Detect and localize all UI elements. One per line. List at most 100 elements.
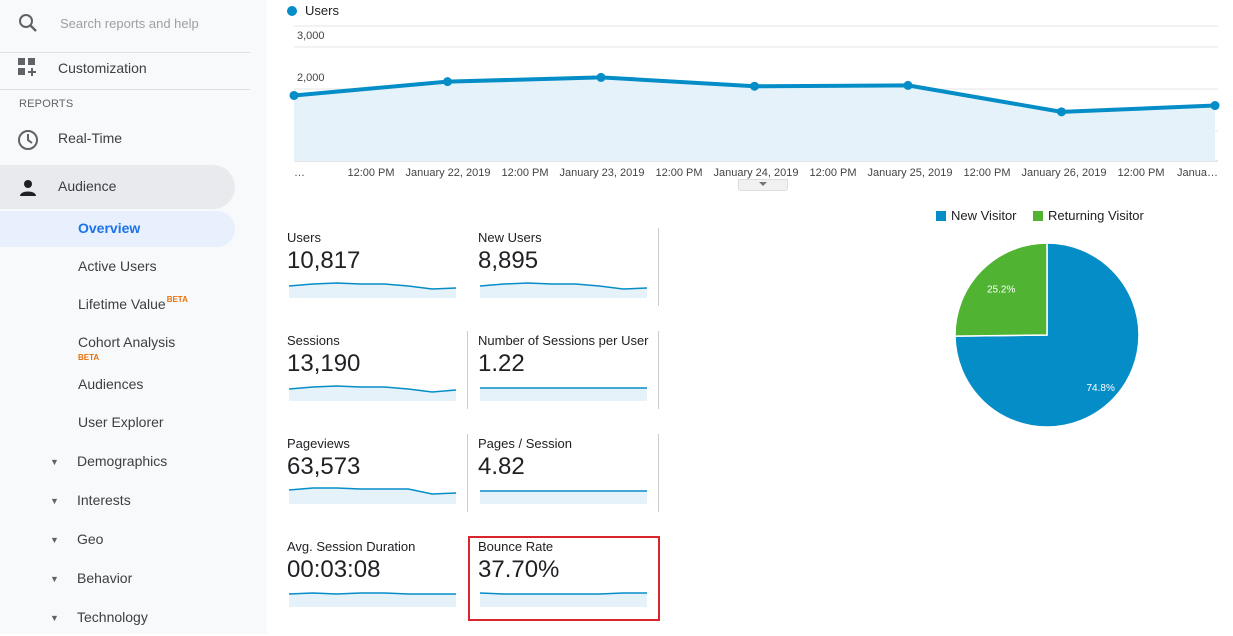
sparkline-line [289, 592, 456, 595]
pie-slice-returning-visitor[interactable] [954, 242, 1048, 337]
y-tick-label: 2,000 [297, 72, 325, 84]
users-legend-label: Users [305, 3, 339, 18]
sidebar-item-user-explorer[interactable]: User Explorer [0, 405, 235, 441]
customization-label: Customization [58, 60, 147, 76]
audiences-label: Audiences [78, 376, 144, 392]
sparkline [289, 282, 457, 298]
users-data-point[interactable] [1057, 107, 1066, 117]
sparkline-area [480, 593, 647, 607]
users-data-point[interactable] [1210, 101, 1220, 111]
metric-tile[interactable]: New Users 8,895 [478, 230, 658, 312]
lifetime-value-label: Lifetime Value [78, 296, 166, 312]
metric-value: 63,573 [287, 453, 361, 480]
sidebar-item-interests[interactable]: ▼ Interests [0, 483, 235, 519]
metric-name: Pages / Session [478, 436, 572, 451]
metric-name: Users [287, 230, 321, 245]
active-users-label: Active Users [78, 258, 157, 274]
search-box[interactable]: Search reports and help [0, 0, 250, 53]
users-legend-dot [287, 6, 297, 16]
users-data-point[interactable] [903, 80, 913, 90]
metric-value: 8,895 [478, 247, 539, 274]
metric-tile[interactable]: Sessions 13,190 [287, 333, 467, 415]
sparkline [289, 487, 457, 504]
y-tick-label: 3,000 [297, 30, 325, 42]
chevron-down-icon [759, 182, 767, 186]
users-data-point[interactable] [750, 81, 759, 91]
metric-name: New Users [478, 230, 542, 245]
expand-triangle-icon: ▼ [50, 496, 59, 506]
sidebar-item-audiences[interactable]: Audiences [0, 367, 235, 403]
pie-slice-label: 25.2% [987, 285, 1015, 296]
metric-value: 37.70% [478, 556, 560, 583]
metric-name: Bounce Rate [478, 539, 554, 554]
chart-legend: Users [287, 3, 339, 18]
metric-tile[interactable]: Pageviews 63,573 [287, 436, 467, 518]
users-data-point[interactable] [596, 72, 606, 82]
realtime-label: Real-Time [58, 130, 123, 146]
returning-visitor-swatch [1033, 211, 1043, 221]
sparkline-area [289, 386, 456, 401]
new-visitor-label: New Visitor [951, 208, 1017, 223]
divider [467, 331, 468, 409]
sidebar-item-geo[interactable]: ▼ Geo [0, 522, 235, 558]
beta-badge: BETA [78, 353, 100, 362]
pie-legend-new: New Visitor [936, 208, 1017, 223]
collapse-chart-button[interactable] [738, 179, 788, 191]
metric-tile[interactable]: Avg. Session Duration 00:03:08 [287, 539, 467, 621]
reports-header: REPORTS [19, 98, 74, 110]
sidebar-item-demographics[interactable]: ▼ Demographics [0, 444, 235, 480]
technology-label: Technology [77, 609, 148, 625]
metric-name: Number of Sessions per User [478, 333, 649, 348]
metric-tile[interactable]: Bounce Rate 37.70% [478, 539, 658, 621]
sparkline [289, 385, 457, 401]
pie-legend-returning: Returning Visitor [1033, 208, 1144, 223]
expand-triangle-icon: ▼ [50, 535, 59, 545]
sparkline-line [480, 592, 647, 595]
users-data-point[interactable] [289, 90, 299, 100]
sidebar-item-active-users[interactable]: Active Users [0, 249, 235, 285]
sidebar-item-technology[interactable]: ▼ Technology [0, 600, 235, 636]
sparkline-line [289, 385, 457, 393]
sidebar-item-cohort-analysis[interactable]: Cohort Analysis BETA [0, 325, 235, 365]
behavior-label: Behavior [77, 570, 133, 586]
demographics-label: Demographics [77, 453, 168, 469]
divider [658, 228, 659, 306]
expand-triangle-icon: ▼ [50, 613, 59, 623]
customization-item[interactable]: Customization [0, 53, 250, 90]
x-tick-label: January 26, 2019 [1021, 167, 1106, 179]
divider [658, 434, 659, 512]
sparkline [480, 592, 647, 607]
returning-visitor-label: Returning Visitor [1048, 208, 1144, 223]
sparkline [289, 592, 456, 607]
users-data-point[interactable] [443, 77, 452, 87]
metric-tile[interactable]: Pages / Session 4.82 [478, 436, 658, 518]
metric-value: 1.22 [478, 350, 525, 377]
overview-label: Overview [78, 220, 141, 236]
metric-tile[interactable]: Number of Sessions per User 1.22 [478, 333, 658, 415]
sidebar-item-overview[interactable]: Overview [0, 211, 235, 247]
sidebar-item-audience[interactable]: Audience [0, 165, 235, 209]
metric-value: 13,190 [287, 350, 361, 377]
sidebar-item-behavior[interactable]: ▼ Behavior [0, 561, 235, 597]
sidebar-item-realtime[interactable]: Real-Time [0, 117, 235, 161]
person-icon [20, 180, 36, 196]
visitor-pie-chart[interactable]: 74.8% 25.2% [952, 238, 1142, 433]
search-input[interactable]: Search reports and help [60, 16, 199, 31]
geo-label: Geo [77, 531, 104, 547]
metric-value: 4.82 [478, 453, 525, 480]
metric-tile[interactable]: Users 10,817 [287, 230, 467, 312]
x-tick-label: … [294, 167, 305, 179]
pie-slice-label: 74.8% [1086, 383, 1114, 394]
sidebar-item-lifetime-value[interactable]: Lifetime ValueBETA [0, 287, 235, 323]
pie-slice-new-visitor[interactable] [954, 242, 1140, 428]
sparkline-line [289, 487, 457, 495]
metric-value: 10,817 [287, 247, 361, 274]
sparkline-area [480, 491, 647, 504]
sparkline [480, 282, 648, 298]
x-tick-label: January 22, 2019 [405, 167, 490, 179]
sparkline-area [480, 388, 647, 401]
sparkline-line [289, 282, 457, 290]
x-tick-label: 12:00 PM [501, 167, 548, 179]
